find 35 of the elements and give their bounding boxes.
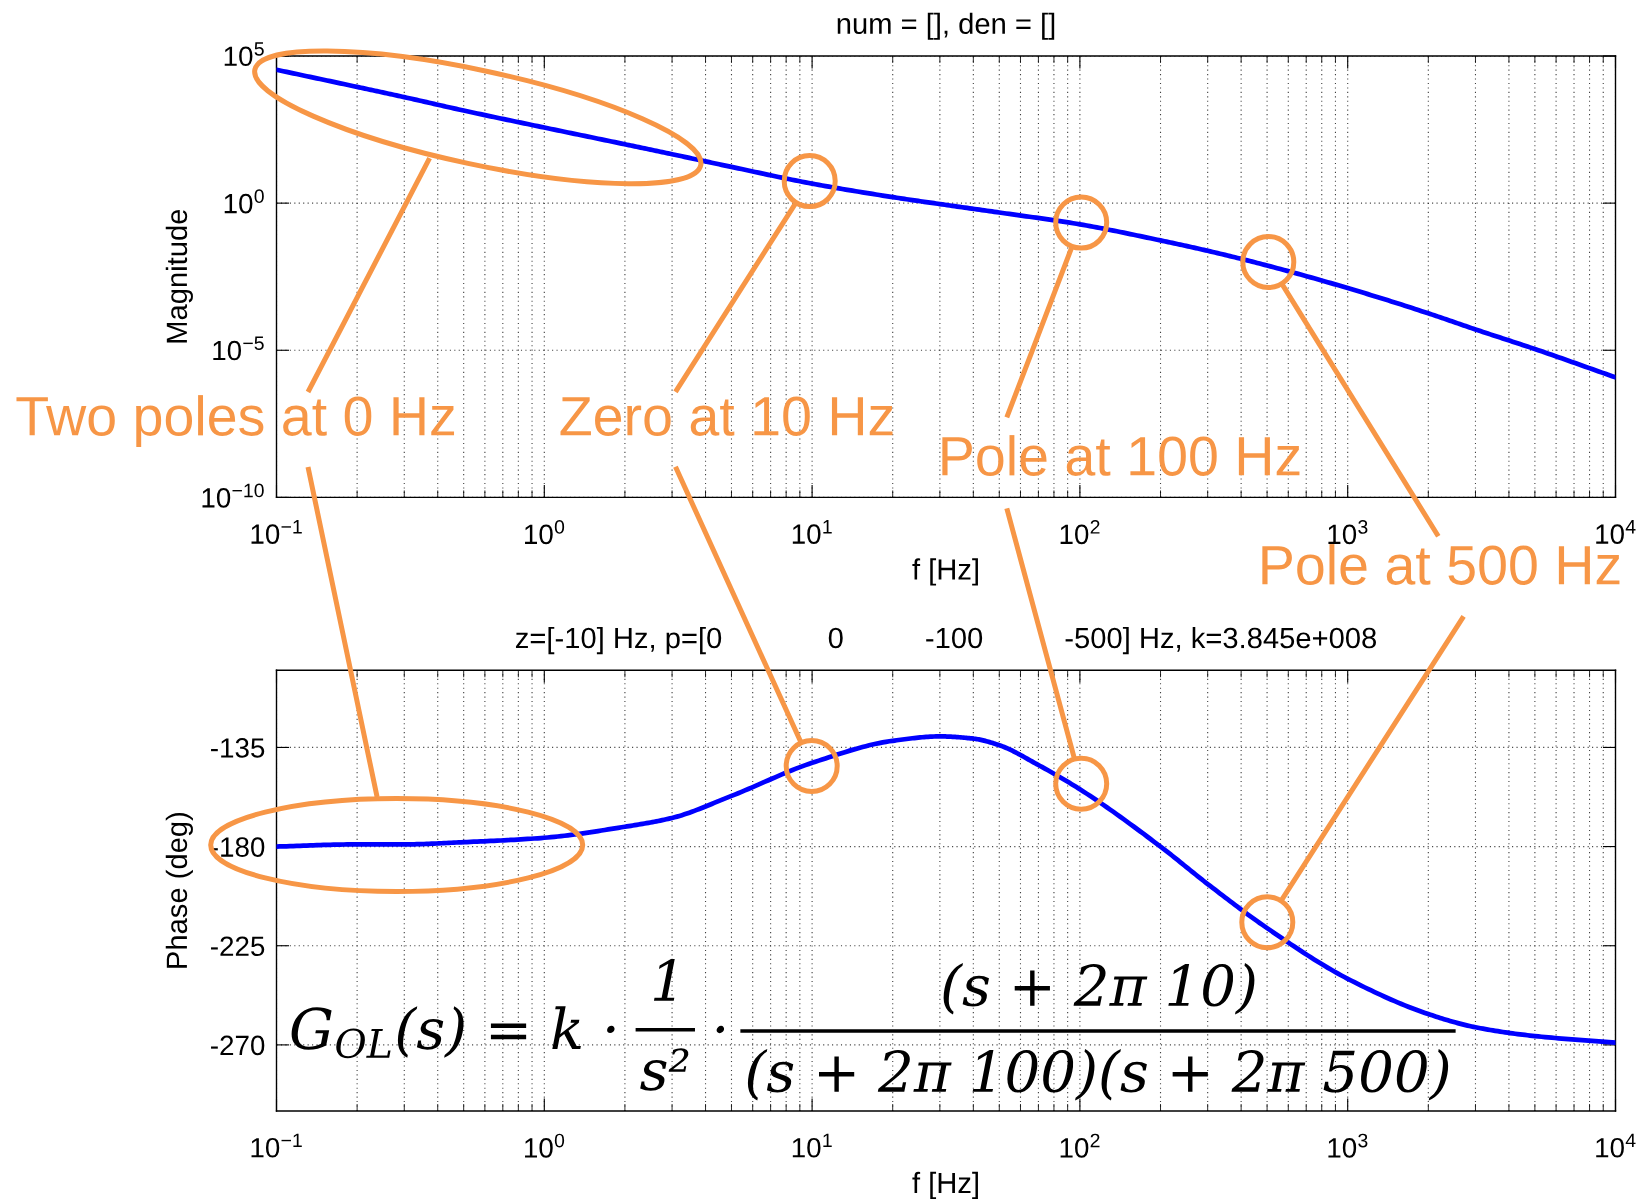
text: Pole at 500 Hz [1262,544,1620,585]
x-tick-label: 10$^{−1}$ [251,1133,302,1158]
annotation: G$_{OL}$(s) = k · [291,1006,615,1059]
x-tick-label: 10$^{1}$ [792,520,832,544]
x-tick-label: 10$^{4}$ [1596,520,1636,544]
y-tick-label: -135 [211,738,265,758]
y-axis-title: Magnitude [165,209,193,343]
x-tick-label: 10$^{0}$ [525,1133,565,1158]
y-tick-label: 10$^{−5}$ [213,336,264,361]
annotation: s² [640,1048,689,1091]
y-axis-title: Phase (deg) [165,813,193,968]
y-tick-label: -270 [211,1035,265,1056]
x-tick-label: 10$^{1}$ [792,1133,832,1158]
y-tick-label: -225 [211,936,265,957]
annotation: Zero at 10 Hz [560,396,893,436]
x-axis-title: f [Hz] [912,558,978,586]
x-tick-label: 10$^{3}$ [1328,1133,1368,1158]
annotation: (s + 2π 100)(s + 2π 500) [747,1049,1449,1101]
x-tick-label: 10$^{2}$ [1060,1133,1100,1158]
annotation: (s + 2π 10) [943,963,1255,1015]
x-tick-label: 10$^{−1}$ [251,520,302,544]
chart-title: z=[-10] Hz, p=[0 0 -100 -500] Hz, k=3.845e+008 [515,626,1376,655]
x-tick-label: 10$^{0}$ [525,520,565,545]
y-tick-label: 10$^{0}$ [224,189,264,214]
x-tick-label: 10$^{3}$ [1328,520,1368,545]
x-axis-title: f [Hz] [912,1171,978,1200]
x-tick-label: 10$^{4}$ [1596,1133,1636,1158]
annotation: 1 [653,958,675,1001]
annotation: · [716,1025,725,1034]
y-tick-label: 10$^{−10}$ [202,483,264,508]
chart-title: num = [], den = [] [837,12,1055,40]
x-tick-label: 10$^{2}$ [1060,520,1100,545]
annotation: Pole at 100 Hz [942,435,1300,476]
y-tick-label: 10$^{5}$ [224,42,264,67]
annotation: Two poles at 0 Hz [16,395,455,447]
